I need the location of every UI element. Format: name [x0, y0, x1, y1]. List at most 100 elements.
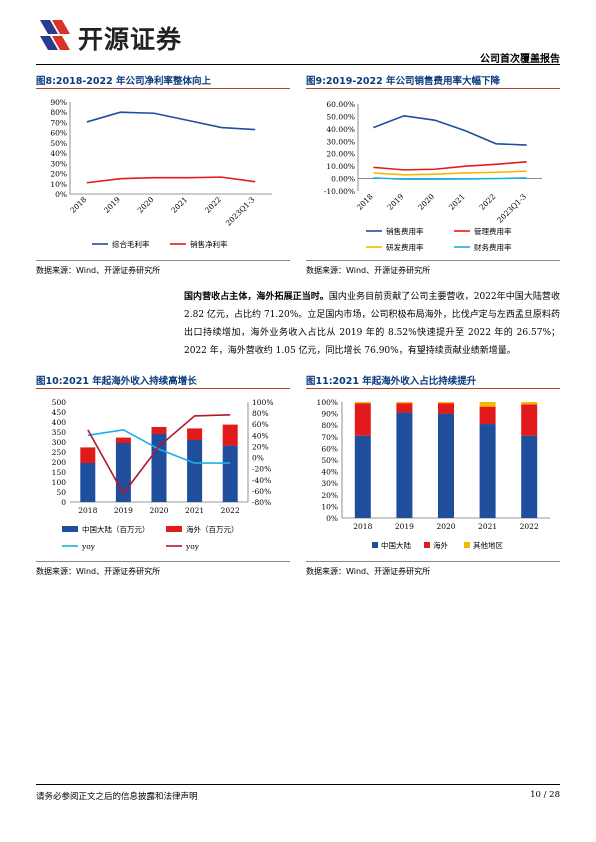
- footer-disclaimer: 请务必参阅正文之后的信息披露和法律声明: [36, 792, 198, 802]
- y-tick-label: 40%: [50, 149, 67, 158]
- y-tick-label: 60%: [321, 444, 338, 453]
- figure-10-title-rule: [36, 388, 290, 389]
- y-tick-label-right: -40%: [252, 476, 271, 485]
- x-tick-label: 2020: [436, 522, 455, 531]
- body-paragraph: 国内营收占主体，海外拓展正当时。国内业务目前贡献了公司主要营收，2022年中国大…: [184, 288, 560, 360]
- y-tick-label: 0%: [326, 514, 338, 523]
- bar-domestic: [80, 463, 96, 502]
- header-rule: [36, 64, 560, 65]
- chart-expense-ratios: -10.00% 0.00% 10.00% 20.00% 30.00% 40.00% 50.0…: [324, 100, 542, 252]
- y-tick-label: 50%: [321, 456, 338, 465]
- x-tick-label: 2022: [203, 195, 223, 215]
- bar-overseas: [115, 437, 131, 443]
- y-tick-label: 10%: [321, 502, 338, 511]
- bar-domestic: [151, 434, 167, 502]
- x-tick-label: 2023Q1-3: [224, 195, 257, 228]
- series-line: [373, 160, 527, 171]
- y-tick-label-left: 500: [52, 398, 67, 407]
- x-tick-label: 2019: [386, 192, 406, 212]
- x-tick-label: 2021: [447, 192, 467, 212]
- figure-11-source: 数据来源：Wind、开源证券研究所: [306, 567, 431, 576]
- figure-9-bottom-rule: [306, 260, 560, 261]
- bar-domestic: [354, 435, 371, 518]
- figure-11-title-rule: [306, 388, 560, 389]
- bar-domestic: [438, 413, 454, 518]
- x-tick-label: 2021: [185, 506, 204, 515]
- y-tick-label-right: -60%: [252, 487, 271, 496]
- legend-swatch: [424, 542, 430, 548]
- paragraph-text: 国内业务目前贡献了公司主要营收，2022年中国大陆营收 2.82 亿元，占比约 …: [184, 292, 560, 356]
- chart-net-margin: 0%10%20% 30%40%50%60% 70%80%90% 2018 2019 202…: [50, 98, 272, 249]
- y-tick-label: 70%: [50, 118, 67, 127]
- x-tick-label: 2020: [416, 192, 436, 212]
- y-tick-label-left: 350: [52, 428, 67, 437]
- company-logo-text: 开源证券: [78, 25, 183, 54]
- x-tick-label: 2022: [221, 506, 240, 515]
- footer-rule: [36, 784, 560, 785]
- bar-domestic: [396, 412, 413, 518]
- y-tick-label-right: 100%: [252, 398, 273, 407]
- legend-label: 销售费用率: [386, 226, 424, 236]
- y-tick-label-left: 50: [56, 488, 66, 497]
- x-tick-label: 2021: [478, 522, 497, 531]
- series-line: [373, 114, 527, 146]
- y-tick-label: 50%: [50, 139, 67, 148]
- legend-label: 管理费用率: [474, 226, 512, 236]
- legend-label: 销售净利率: [190, 239, 228, 249]
- y-tick-label: 80%: [321, 421, 338, 430]
- y-tick-label: 20%: [50, 170, 67, 179]
- y-tick-label: 10%: [50, 180, 67, 189]
- x-tick-label: 2018: [355, 192, 375, 212]
- y-tick-label-left: 200: [52, 458, 67, 467]
- bar-other-regions: [396, 402, 413, 404]
- y-tick-label: 10.00%: [326, 162, 355, 171]
- y-tick-label: 0.00%: [331, 175, 355, 184]
- figure-11-bottom-rule: [306, 561, 560, 562]
- y-tick-label-left: 400: [52, 418, 67, 427]
- figure-9-title-rule: [306, 88, 560, 89]
- y-tick-label: -10.00%: [324, 187, 355, 196]
- report-type: 公司首次覆盖报告: [480, 54, 560, 65]
- legend-label: 海外（百万元）: [186, 524, 239, 534]
- legend-label: yoy: [81, 542, 96, 551]
- y-tick-label: 60.00%: [326, 100, 355, 109]
- bar-overseas: [187, 428, 203, 440]
- figure-8-title: 图8:2018-2022 年公司净利率整体向上: [36, 76, 212, 87]
- y-tick-label-left: 300: [52, 438, 67, 447]
- figure-9-title: 图9:2019-2022 年公司销售费用率大幅下降: [306, 76, 501, 87]
- bar-domestic: [222, 445, 238, 502]
- x-tick-label: 2020: [149, 506, 168, 515]
- bar-overseas: [521, 404, 538, 436]
- legend-label: 海外: [433, 540, 448, 550]
- legend-label: 综合毛利率: [112, 239, 150, 249]
- y-tick-label-right: -80%: [252, 498, 271, 507]
- y-tick-label: 20%: [321, 491, 338, 500]
- bar-overseas: [354, 403, 371, 436]
- x-tick-label: 2023Q1-3: [495, 192, 528, 225]
- x-tick-label: 2022: [520, 522, 539, 531]
- y-tick-label: 30.00%: [326, 137, 355, 146]
- bar-overseas: [479, 406, 496, 425]
- bar-overseas: [222, 424, 238, 446]
- y-tick-label-left: 250: [52, 448, 67, 457]
- y-tick-label-left: 100: [52, 478, 67, 487]
- series-line: [373, 177, 527, 180]
- bar-other-regions: [438, 402, 454, 404]
- y-tick-label: 70%: [321, 433, 338, 442]
- legend-label: 研发费用率: [386, 242, 424, 252]
- logo-mark-icon: [40, 20, 70, 50]
- y-tick-label: 90%: [50, 98, 67, 107]
- figure-8-bottom-rule: [36, 260, 290, 261]
- series-line: [373, 170, 527, 176]
- figure-8-title-rule: [36, 88, 290, 89]
- series-line: [86, 111, 256, 131]
- legend-swatch: [372, 542, 378, 548]
- x-tick-label: 2020: [136, 195, 156, 215]
- bar-overseas: [396, 403, 413, 413]
- x-tick-label: 2018: [353, 522, 372, 531]
- figure-9-source: 数据来源：Wind、开源证券研究所: [306, 266, 431, 275]
- bar-other-regions: [354, 402, 371, 404]
- bar-other-regions: [479, 402, 496, 407]
- legend-label: 其他地区: [473, 540, 503, 550]
